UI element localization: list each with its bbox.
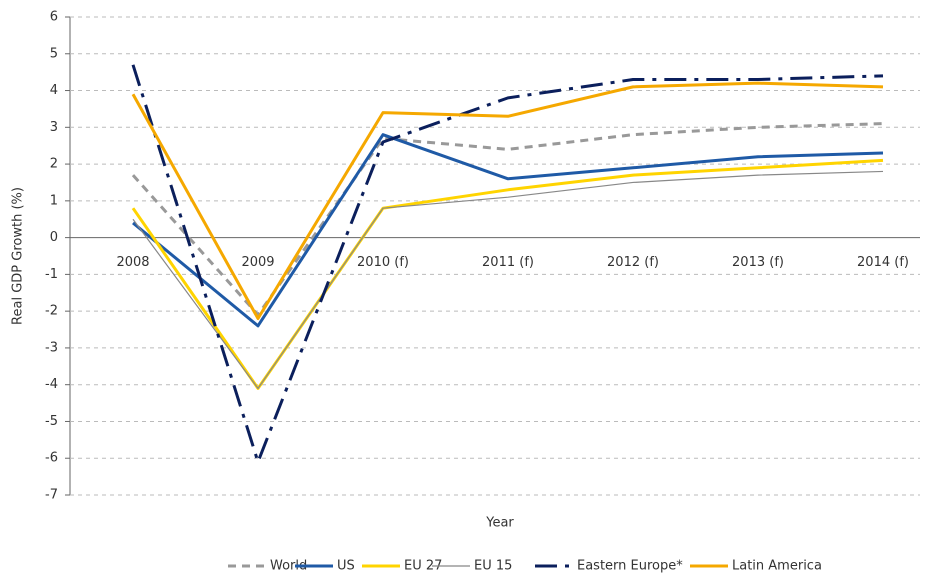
y-tick-label: -1 <box>45 267 58 282</box>
y-tick-label: 1 <box>50 193 58 208</box>
legend-label: World <box>270 559 307 574</box>
y-tick-label: -6 <box>45 451 58 466</box>
legend-label: US <box>337 559 355 574</box>
x-tick-label: 2014 (f) <box>857 255 909 270</box>
x-tick-label: 2010 (f) <box>357 255 409 270</box>
series-line <box>132 133 884 328</box>
series-line <box>132 170 884 389</box>
legend-label: EU 27 <box>404 559 442 574</box>
series-line <box>131 64 884 464</box>
x-tick-label: 2011 (f) <box>482 255 534 270</box>
y-axis-label: Real GDP Growth (%) <box>11 187 26 325</box>
y-tick-label: -3 <box>45 340 58 355</box>
legend-label: Eastern Europe* <box>577 559 683 574</box>
series-line <box>131 81 884 321</box>
x-tick-label: 2008 <box>116 255 149 270</box>
y-tick-label: 5 <box>50 46 58 61</box>
legend-label: Latin America <box>732 559 822 574</box>
y-tick-label: -4 <box>45 377 58 392</box>
series-line <box>131 158 884 390</box>
x-tick-label: 2009 <box>241 255 274 270</box>
y-tick-label: -2 <box>45 304 58 319</box>
y-tick-label: -7 <box>45 488 58 503</box>
x-tick-label: 2013 (f) <box>732 255 784 270</box>
y-tick-label: -5 <box>45 414 58 429</box>
y-tick-label: 0 <box>50 230 58 245</box>
y-tick-label: 2 <box>50 157 58 172</box>
y-tick-label: 6 <box>50 10 58 25</box>
x-tick-label: 2012 (f) <box>607 255 659 270</box>
series-line <box>131 122 884 317</box>
x-axis-label: Year <box>485 516 514 531</box>
y-tick-label: 3 <box>50 120 58 135</box>
y-tick-label: 4 <box>50 83 58 98</box>
legend-label: EU 15 <box>474 559 512 574</box>
